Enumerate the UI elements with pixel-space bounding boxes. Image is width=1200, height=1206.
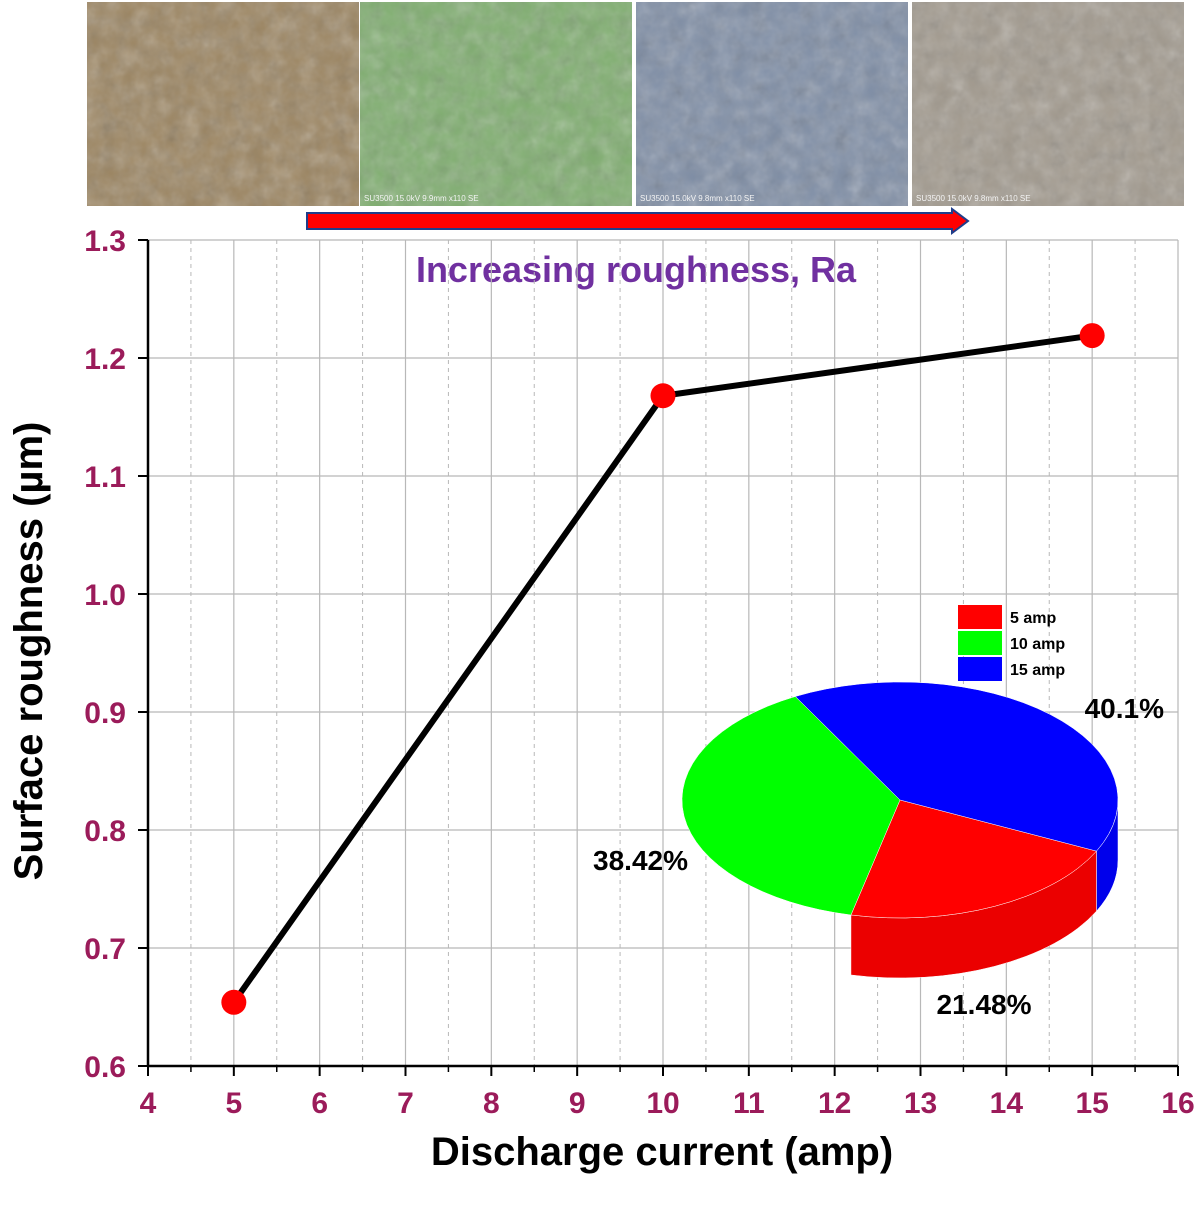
increasing-roughness-annotation: Increasing roughness, Ra	[416, 249, 857, 290]
sem-extra: SU3500 15.0kV 9.8mm x110 SE	[912, 2, 1184, 206]
pie-legend: 5 amp 10 amp 15 amp	[958, 605, 1065, 681]
sem-15-amp: SU3500 15.0kV 9.8mm x110 SE	[636, 2, 908, 206]
x-tick-label: 4	[140, 1087, 157, 1120]
pie-percent-label: 40.1%	[1085, 693, 1164, 724]
legend-swatch	[958, 631, 1002, 655]
sem-10-amp: SU3500 15.0kV 9.9mm x110 SE	[360, 2, 632, 206]
pie-percent-labels: 21.48% 38.42% 40.1%	[593, 693, 1164, 1020]
sem-extra-texture	[912, 2, 1184, 206]
y-tick-label: 1.0	[84, 579, 126, 612]
x-tick-label: 8	[483, 1087, 500, 1120]
x-tick-label: 10	[646, 1087, 679, 1120]
x-axis-label: Discharge current (amp)	[431, 1130, 893, 1174]
x-tick-label: 9	[569, 1087, 586, 1120]
y-tick-labels: 0.6 0.7 0.8 0.9 1.0 1.1 1.2 1.3	[84, 225, 126, 1084]
pie-percent-label: 38.42%	[593, 845, 688, 876]
y-tick-label: 1.3	[84, 225, 126, 258]
x-tick-label: 12	[818, 1087, 851, 1120]
y-axis-label: Surface roughness (µm)	[7, 422, 51, 881]
sem-image-strip: SU3500 15.0kV 9.9mm x110 SE SU3500 15.0kV…	[87, 2, 1184, 206]
pie-chart	[681, 681, 1119, 979]
x-tick-label: 15	[1075, 1087, 1108, 1120]
sem-10-amp-texture	[360, 2, 632, 206]
x-tick-label: 13	[904, 1087, 937, 1120]
grid-lines	[148, 239, 1179, 1066]
y-tick-label: 0.9	[84, 697, 126, 730]
legend-label: 15 amp	[1010, 662, 1065, 679]
y-tick-label: 1.2	[84, 343, 126, 376]
x-tick-label: 5	[225, 1087, 242, 1120]
y-tick-label: 0.6	[84, 1051, 126, 1084]
increasing-arrow	[306, 207, 970, 235]
x-tick-label: 6	[311, 1087, 328, 1120]
data-point	[1079, 323, 1105, 349]
pie-slice-10-amp	[681, 696, 901, 916]
y-tick-label: 0.7	[84, 933, 126, 966]
legend-swatch	[958, 657, 1002, 681]
line-series	[221, 323, 1105, 1015]
data-point	[221, 989, 247, 1015]
legend-label: 10 amp	[1010, 636, 1065, 653]
sem-15-amp-texture	[636, 2, 908, 206]
axes	[138, 239, 1179, 1076]
y-tick-label: 0.8	[84, 815, 126, 848]
x-tick-label: 7	[397, 1087, 414, 1120]
sem-10-amp-caption: SU3500 15.0kV 9.9mm x110 SE	[364, 194, 479, 203]
arrow-shape	[306, 207, 970, 235]
sem-5-amp	[87, 2, 359, 206]
legend-swatch	[958, 605, 1002, 629]
x-tick-label: 16	[1161, 1087, 1194, 1120]
y-tick-label: 1.1	[84, 461, 126, 494]
pie-slice-15-amp	[794, 681, 1119, 852]
x-tick-labels: 4 5 6 7 8 9 10 11 12 13 14 15 16	[140, 1087, 1195, 1120]
sem-15-amp-caption: SU3500 15.0kV 9.8mm x110 SE	[640, 194, 755, 203]
sem-extra-caption: SU3500 15.0kV 9.8mm x110 SE	[916, 194, 1031, 203]
sem-5-amp-texture	[87, 2, 359, 206]
x-tick-label: 11	[733, 1087, 765, 1120]
pie-slice-5-amp	[850, 799, 1097, 919]
legend-label: 5 amp	[1010, 610, 1056, 627]
x-tick-label: 14	[990, 1087, 1024, 1120]
data-point	[650, 383, 676, 409]
pie-percent-label: 21.48%	[937, 989, 1032, 1020]
